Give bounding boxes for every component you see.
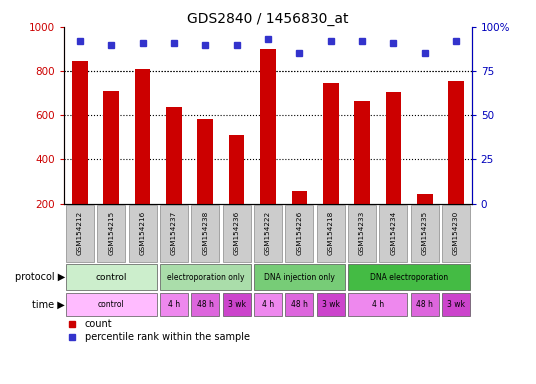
FancyBboxPatch shape	[66, 265, 157, 290]
FancyBboxPatch shape	[285, 293, 314, 316]
Text: GSM154234: GSM154234	[390, 211, 396, 255]
Bar	[72, 61, 88, 204]
FancyBboxPatch shape	[348, 205, 376, 262]
Text: 4 h: 4 h	[168, 300, 180, 309]
Text: GSM154212: GSM154212	[77, 211, 83, 255]
FancyBboxPatch shape	[348, 265, 470, 290]
FancyBboxPatch shape	[222, 293, 251, 316]
Text: GSM154235: GSM154235	[422, 211, 428, 255]
Text: GSM154226: GSM154226	[296, 211, 302, 255]
FancyBboxPatch shape	[285, 205, 314, 262]
FancyBboxPatch shape	[66, 205, 94, 262]
Text: GSM154215: GSM154215	[108, 211, 114, 255]
Text: 48 h: 48 h	[197, 300, 214, 309]
Text: GSM154233: GSM154233	[359, 211, 365, 255]
FancyBboxPatch shape	[254, 293, 282, 316]
Text: 3 wk: 3 wk	[447, 300, 465, 309]
Bar	[448, 81, 464, 204]
FancyBboxPatch shape	[317, 205, 345, 262]
FancyBboxPatch shape	[97, 205, 125, 262]
Text: DNA injection only: DNA injection only	[264, 273, 335, 282]
FancyBboxPatch shape	[160, 205, 188, 262]
Text: count: count	[85, 318, 113, 329]
FancyBboxPatch shape	[411, 293, 439, 316]
FancyBboxPatch shape	[348, 293, 407, 316]
Text: 48 h: 48 h	[416, 300, 433, 309]
Bar	[354, 101, 370, 204]
Text: GSM154230: GSM154230	[453, 211, 459, 255]
Text: control: control	[95, 273, 127, 282]
FancyBboxPatch shape	[129, 205, 157, 262]
Text: GSM154236: GSM154236	[234, 211, 240, 255]
FancyBboxPatch shape	[160, 293, 188, 316]
Text: 4 h: 4 h	[371, 300, 384, 309]
FancyBboxPatch shape	[66, 293, 157, 316]
Text: GSM154218: GSM154218	[327, 211, 334, 255]
FancyBboxPatch shape	[379, 205, 407, 262]
Text: 4 h: 4 h	[262, 300, 274, 309]
FancyBboxPatch shape	[442, 293, 470, 316]
Bar	[103, 91, 119, 204]
FancyBboxPatch shape	[222, 205, 251, 262]
Text: 3 wk: 3 wk	[228, 300, 245, 309]
Bar	[166, 108, 182, 204]
Text: GSM154237: GSM154237	[171, 211, 177, 255]
Text: electroporation only: electroporation only	[167, 273, 244, 282]
FancyBboxPatch shape	[317, 293, 345, 316]
Bar	[417, 194, 433, 204]
Text: 3 wk: 3 wk	[322, 300, 340, 309]
Text: DNA electroporation: DNA electroporation	[370, 273, 448, 282]
FancyBboxPatch shape	[191, 205, 219, 262]
Text: GSM154216: GSM154216	[140, 211, 146, 255]
Text: time ▶: time ▶	[32, 299, 65, 310]
Bar	[385, 92, 401, 204]
Bar	[260, 49, 276, 204]
Text: control: control	[98, 300, 125, 309]
Bar	[197, 119, 213, 204]
Title: GDS2840 / 1456830_at: GDS2840 / 1456830_at	[187, 12, 349, 26]
Text: GSM154222: GSM154222	[265, 211, 271, 255]
Bar	[323, 83, 339, 204]
FancyBboxPatch shape	[254, 205, 282, 262]
FancyBboxPatch shape	[160, 265, 251, 290]
Text: protocol ▶: protocol ▶	[14, 272, 65, 283]
FancyBboxPatch shape	[254, 265, 345, 290]
FancyBboxPatch shape	[191, 293, 219, 316]
FancyBboxPatch shape	[411, 205, 439, 262]
Text: percentile rank within the sample: percentile rank within the sample	[85, 332, 250, 342]
Bar	[135, 69, 151, 204]
Text: 48 h: 48 h	[291, 300, 308, 309]
Bar	[229, 135, 244, 204]
FancyBboxPatch shape	[442, 205, 470, 262]
Text: GSM154238: GSM154238	[202, 211, 209, 255]
Bar	[292, 191, 307, 204]
